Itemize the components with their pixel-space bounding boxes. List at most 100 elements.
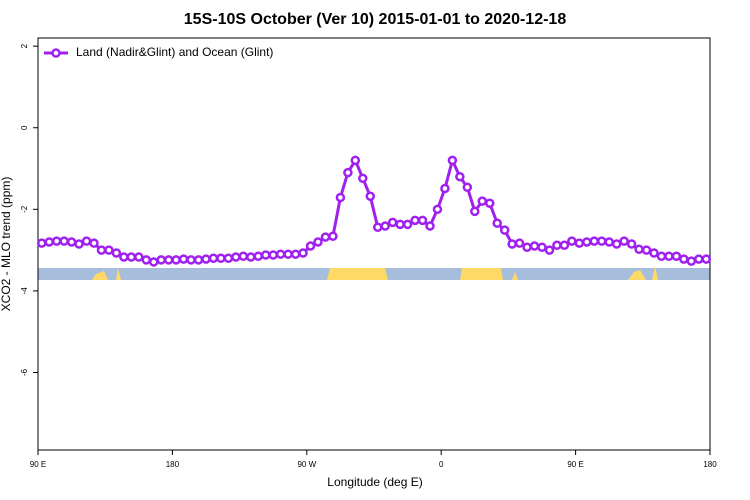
point <box>380 221 390 231</box>
land-band <box>628 270 646 280</box>
y-tick-label: -2 <box>20 205 29 213</box>
point <box>148 257 159 267</box>
x-tick-label: 0 <box>439 460 444 469</box>
surface-band <box>38 266 710 280</box>
point <box>298 248 308 258</box>
point <box>619 236 629 246</box>
point <box>283 249 293 259</box>
point <box>477 196 488 206</box>
point <box>387 217 398 228</box>
point <box>104 245 114 255</box>
point <box>596 236 607 246</box>
point <box>201 254 211 264</box>
point <box>320 232 331 242</box>
point <box>66 237 77 247</box>
point <box>246 252 256 262</box>
point <box>402 219 413 230</box>
point <box>664 251 674 261</box>
y-tick-label: -6 <box>20 368 29 376</box>
point <box>574 238 585 248</box>
point <box>567 236 577 246</box>
point <box>89 238 99 248</box>
point <box>96 245 107 255</box>
x-axis-label: Longitude (deg E) <box>327 475 422 489</box>
x-tick-label: 180 <box>166 460 180 469</box>
point <box>425 221 435 231</box>
land-band <box>652 266 658 280</box>
y-tick-label: 2 <box>20 43 29 48</box>
point <box>178 254 189 264</box>
y-tick-label: 0 <box>20 125 29 130</box>
point <box>372 222 383 233</box>
land-band <box>460 268 503 280</box>
point <box>470 206 480 217</box>
point <box>462 182 473 193</box>
point <box>440 183 450 194</box>
point <box>231 252 241 262</box>
point <box>156 255 166 265</box>
point <box>499 225 510 235</box>
point <box>626 239 637 249</box>
point <box>552 240 562 250</box>
point <box>358 173 368 184</box>
point <box>641 245 652 255</box>
point <box>537 242 547 253</box>
point <box>193 255 204 265</box>
point <box>81 236 92 246</box>
point <box>260 250 271 260</box>
point <box>134 252 144 262</box>
point <box>253 251 264 261</box>
legend-marker <box>51 48 61 58</box>
point <box>679 254 689 264</box>
point <box>186 255 196 265</box>
point <box>559 240 570 250</box>
point <box>522 242 532 253</box>
point <box>36 238 47 248</box>
legend-label: Land (Nadir&Glint) and Ocean (Glint) <box>76 45 273 59</box>
point <box>74 239 84 249</box>
point <box>350 155 361 166</box>
x-tick-label: 180 <box>703 460 717 469</box>
point <box>44 237 54 247</box>
point <box>492 218 502 228</box>
point <box>410 215 420 226</box>
point <box>455 171 465 182</box>
point <box>432 204 443 215</box>
land-band <box>327 268 388 280</box>
point <box>417 215 428 226</box>
point <box>335 192 346 203</box>
point <box>328 231 338 241</box>
x-tick-label: 90 W <box>297 460 316 469</box>
x-tick-label: 90 E <box>30 460 46 469</box>
land-band <box>116 268 121 280</box>
point <box>671 251 682 261</box>
point <box>119 252 129 262</box>
point <box>343 167 353 178</box>
x-tick-label: 90 E <box>567 460 583 469</box>
point <box>171 255 181 265</box>
point <box>604 237 614 247</box>
point <box>238 251 249 261</box>
point <box>544 245 555 255</box>
point <box>694 254 704 264</box>
point <box>395 219 405 230</box>
y-tick-label: -4 <box>20 287 29 295</box>
point <box>514 238 525 248</box>
point <box>634 244 644 255</box>
y-axis-label: XCO2 - MLO trend (ppm) <box>0 177 13 312</box>
point <box>141 255 152 265</box>
point <box>126 252 137 262</box>
point <box>163 255 174 265</box>
point <box>275 249 286 259</box>
point <box>649 248 659 258</box>
point <box>223 253 234 264</box>
point <box>484 198 495 208</box>
point <box>216 253 226 264</box>
point <box>507 239 517 249</box>
point <box>51 236 62 246</box>
point <box>305 241 316 251</box>
point <box>611 239 622 249</box>
chart-title: 15S-10S October (Ver 10) 2015-01-01 to 2… <box>184 11 567 28</box>
point <box>290 249 301 259</box>
